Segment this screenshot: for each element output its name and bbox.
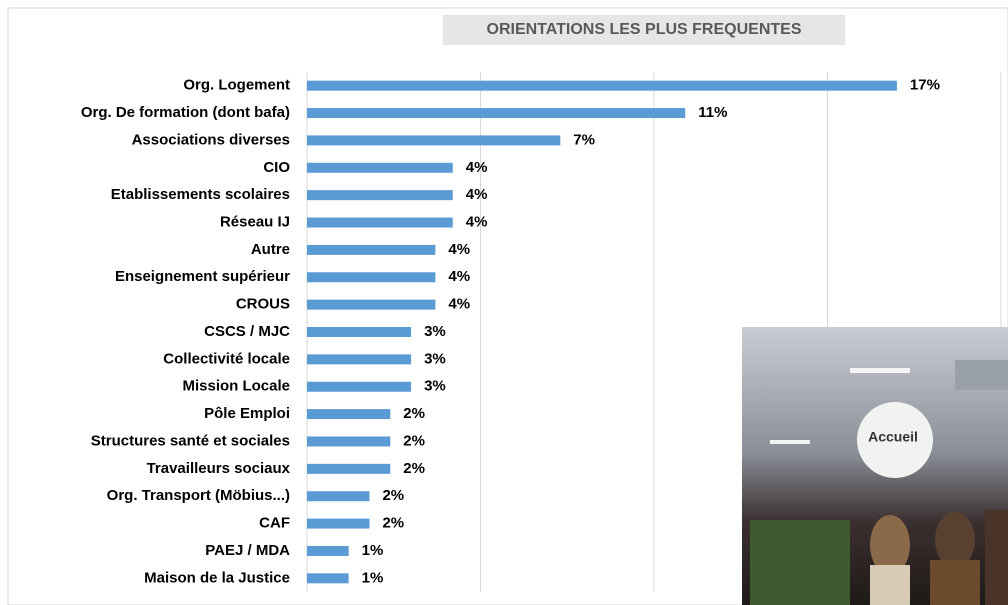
value-label: 7% <box>573 131 595 148</box>
value-label: 2% <box>403 432 425 449</box>
value-label: 4% <box>466 213 488 230</box>
bar <box>307 327 411 337</box>
vent <box>955 360 1008 390</box>
y-tick-label: CROUS <box>236 296 290 313</box>
y-tick-label: Org. De formation (dont bafa) <box>81 104 290 121</box>
chart: ORIENTATIONS LES PLUS FREQUENTES Org. Lo… <box>0 0 1008 605</box>
value-label: 1% <box>362 569 384 586</box>
y-tick-label: Org. Transport (Möbius...) <box>107 487 290 504</box>
value-label: 3% <box>424 378 446 395</box>
y-tick-label: Mission Locale <box>182 378 290 395</box>
value-label: 2% <box>403 460 425 477</box>
y-tick-label: Pôle Emploi <box>204 405 290 422</box>
value-label: 4% <box>448 241 470 258</box>
value-label: 3% <box>424 350 446 367</box>
bar <box>307 108 685 118</box>
value-label: 4% <box>466 159 488 176</box>
person <box>985 510 1008 605</box>
plant <box>750 520 850 605</box>
y-tick-label: CIO <box>263 159 290 176</box>
bar <box>307 573 349 583</box>
person <box>930 560 980 605</box>
chart-title: ORIENTATIONS LES PLUS FREQUENTES <box>487 21 802 38</box>
bar <box>307 272 435 282</box>
y-tick-label: Enseignement supérieur <box>115 268 290 285</box>
person <box>870 565 910 605</box>
bar <box>307 190 453 200</box>
bar <box>307 519 369 529</box>
y-tick-label: Maison de la Justice <box>144 569 290 586</box>
value-label: 2% <box>382 487 404 504</box>
y-tick-label: PAEJ / MDA <box>205 542 290 559</box>
bar <box>307 382 411 392</box>
value-label: 1% <box>362 542 384 559</box>
bar <box>307 163 453 173</box>
bar <box>307 436 390 446</box>
bar <box>307 300 435 310</box>
value-label: 3% <box>424 323 446 340</box>
y-tick-label: Structures santé et sociales <box>91 432 290 449</box>
y-tick-label: Associations diverses <box>132 131 290 148</box>
bar <box>307 218 453 228</box>
y-tick-label: Etablissements scolaires <box>111 186 290 203</box>
bar <box>307 135 560 145</box>
sign-text: Accueil <box>868 429 918 445</box>
y-tick-label: Autre <box>251 241 290 258</box>
page: ORIENTATIONS LES PLUS FREQUENTES Org. Lo… <box>0 0 1008 605</box>
value-label: 2% <box>403 405 425 422</box>
value-label: 4% <box>448 296 470 313</box>
bar <box>307 354 411 364</box>
y-tick-label: Travailleurs sociaux <box>147 460 291 477</box>
ceiling-light <box>850 368 910 373</box>
bar <box>307 409 390 419</box>
value-label: 17% <box>910 77 940 94</box>
bar <box>307 245 435 255</box>
y-tick-label: Collectivité locale <box>163 350 290 367</box>
value-label: 11% <box>698 104 727 121</box>
ceiling-light <box>770 440 810 444</box>
bar <box>307 546 349 556</box>
value-label: 4% <box>466 186 488 203</box>
bar <box>307 491 369 501</box>
person <box>935 512 975 568</box>
y-tick-label: CSCS / MJC <box>204 323 290 340</box>
y-tick-label: CAF <box>259 515 290 532</box>
value-label: 2% <box>382 515 404 532</box>
value-label: 4% <box>448 268 470 285</box>
photo: Accueil <box>742 327 1008 605</box>
bar <box>307 464 390 474</box>
y-tick-label: Org. Logement <box>183 77 290 94</box>
bar <box>307 81 897 91</box>
y-tick-label: Réseau IJ <box>220 213 290 230</box>
